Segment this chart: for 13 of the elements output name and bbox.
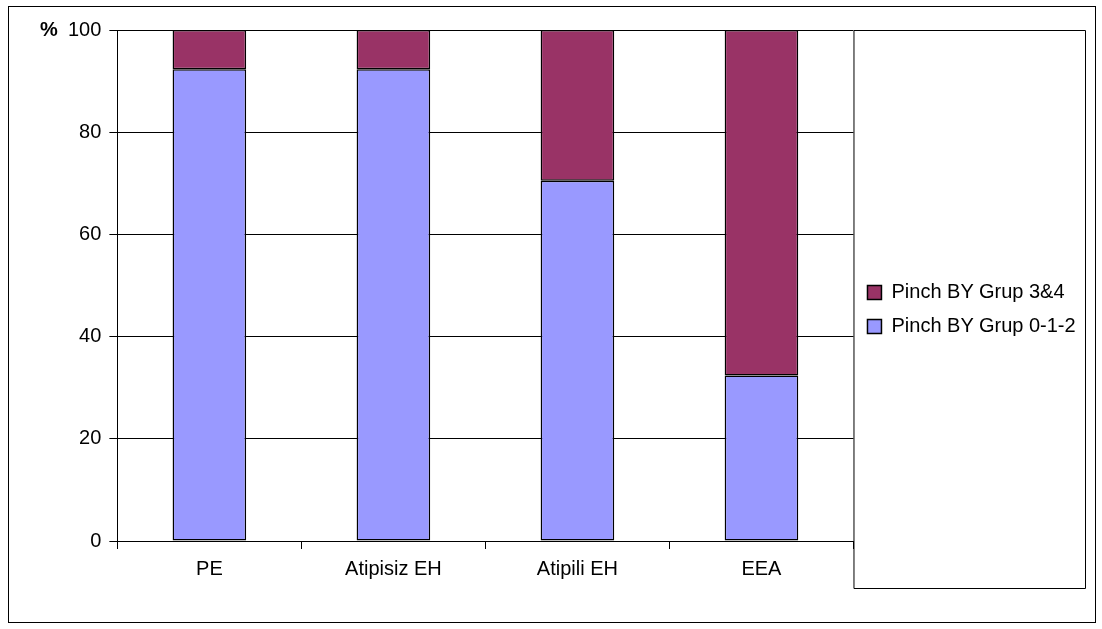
x-tick-label: Atipili EH — [536, 556, 618, 579]
y-tick-label: 40 — [79, 324, 102, 347]
x-tick-label: PE — [196, 556, 223, 579]
x-tick-label: EEA — [741, 556, 783, 579]
y-tick-label: 80 — [79, 119, 102, 142]
y-tick-label: 100 — [67, 17, 102, 40]
y-axis-title: % — [40, 17, 58, 40]
y-tick-label: 0 — [90, 528, 102, 551]
y-tick-label: 60 — [79, 221, 102, 244]
x-tick-label: Atipisiz EH — [345, 556, 442, 579]
legend-label: Pinch BY Grup 0-1-2 — [891, 314, 1076, 337]
y-tick-label: 20 — [79, 426, 102, 449]
legend-label: Pinch BY Grup 3&4 — [891, 280, 1065, 303]
